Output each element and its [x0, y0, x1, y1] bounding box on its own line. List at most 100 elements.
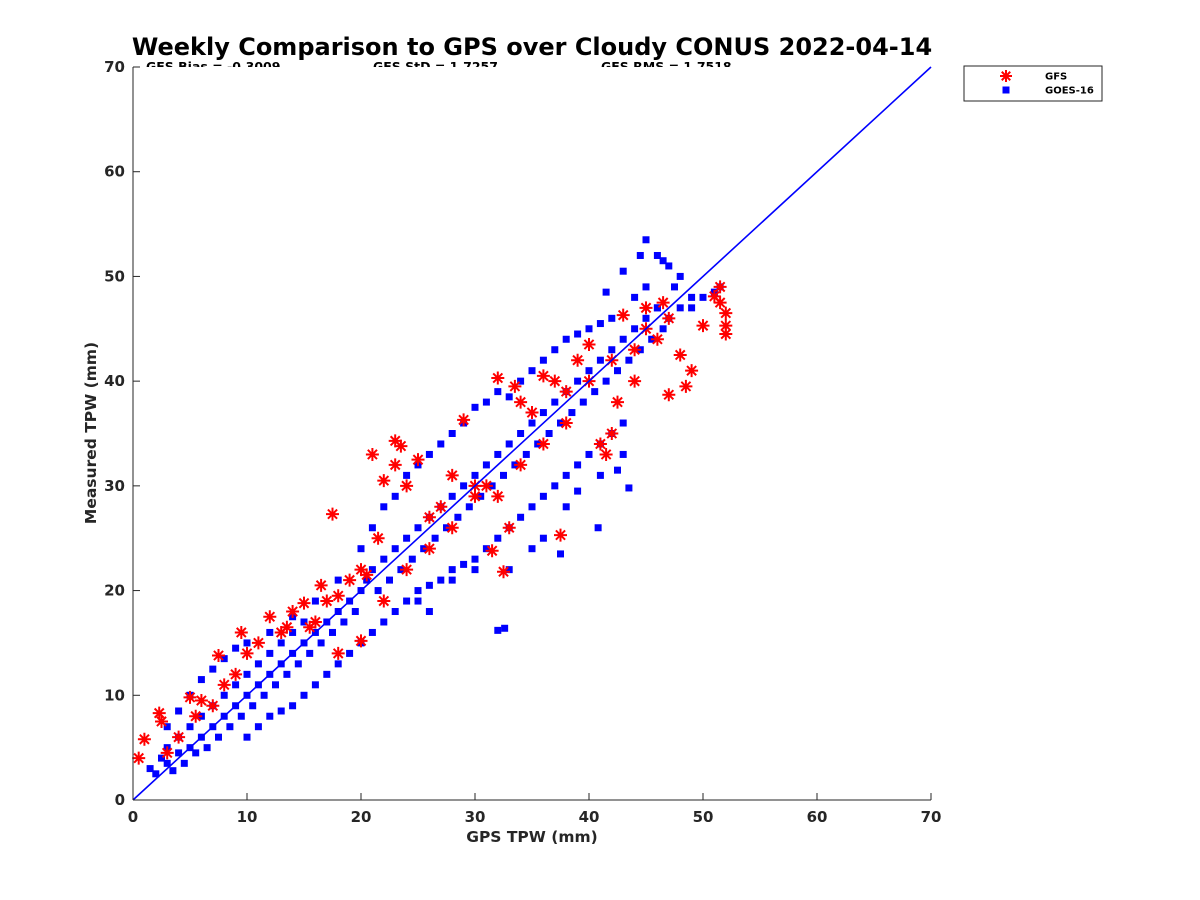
gfs-point — [719, 319, 733, 333]
gfs-point — [251, 636, 265, 650]
goes16-point — [539, 356, 547, 364]
goes16-point — [232, 681, 240, 689]
gfs-point — [713, 296, 727, 310]
gfs-point — [713, 280, 727, 294]
legend-gfs-marker — [1000, 70, 1012, 82]
x-tick-label: 40 — [579, 808, 600, 826]
goes16-point — [585, 450, 593, 458]
gfs-point — [206, 699, 220, 713]
gfs-point — [303, 620, 317, 634]
goes16-point — [574, 377, 582, 385]
goes16-point — [448, 492, 456, 500]
goes16-point — [505, 393, 513, 401]
gfs-point — [628, 343, 642, 357]
goes16-point — [391, 545, 399, 553]
goes16-point — [158, 754, 165, 762]
goes16-point — [482, 461, 490, 469]
gfs-point — [445, 521, 459, 535]
gfs-point — [719, 327, 733, 341]
goes16-point — [186, 723, 194, 731]
y-tick-label: 0 — [115, 791, 125, 809]
gfs-point — [331, 646, 345, 660]
gfs-point — [559, 416, 573, 430]
gfs-point — [320, 594, 334, 608]
goes16-point — [539, 409, 547, 417]
goes16-point — [311, 597, 319, 605]
goes16-point — [460, 560, 468, 568]
goes16-point — [551, 398, 559, 406]
x-tick-label: 10 — [237, 808, 258, 826]
goes16-point — [471, 403, 479, 411]
gfs-point — [497, 565, 510, 579]
goes16-point — [522, 450, 530, 458]
y-tick-label: 50 — [104, 267, 125, 285]
goes16-point — [437, 576, 445, 584]
gfs-point — [548, 374, 562, 388]
goes16-point — [579, 398, 587, 406]
goes16-point — [642, 314, 650, 322]
gfs-point — [457, 413, 471, 427]
goes16-point — [163, 723, 171, 731]
gfs-point — [422, 510, 436, 524]
goes16-point — [197, 676, 205, 684]
gfs-point — [525, 406, 539, 420]
goes16-point — [169, 767, 177, 775]
gfs-point — [582, 337, 596, 351]
y-axis-label: Measured TPW (mm) — [82, 342, 100, 524]
x-axis-label: GPS TPW (mm) — [466, 828, 598, 846]
goes16-point — [254, 723, 262, 731]
goes16-point — [688, 293, 696, 301]
goes16-point — [425, 450, 433, 458]
goes16-point — [619, 450, 627, 458]
goes16-point — [596, 356, 604, 364]
gfs-point — [326, 507, 339, 521]
gfs-point — [536, 437, 550, 451]
gfs-point — [536, 369, 550, 383]
gfs-point — [502, 521, 516, 535]
gfs-point — [685, 364, 699, 378]
x-tick-label: 60 — [807, 808, 828, 826]
goes16-point — [237, 712, 245, 720]
x-tick-label: 30 — [465, 808, 486, 826]
goes16-point — [192, 749, 200, 757]
goes16-point — [215, 733, 222, 741]
goes16-point — [551, 346, 559, 354]
goes16-point — [340, 618, 348, 626]
goes16-point — [243, 639, 251, 647]
goes16-point — [306, 649, 314, 657]
goes16-point — [642, 236, 650, 244]
gfs-point — [599, 447, 613, 461]
goes16-point — [180, 759, 188, 767]
goes16-point — [311, 681, 319, 689]
goes16-point — [608, 346, 616, 354]
goes16-point — [380, 555, 388, 563]
gfs-point — [559, 385, 573, 399]
gfs-point — [160, 746, 174, 760]
gfs-point — [234, 625, 248, 639]
goes16-point — [465, 503, 473, 511]
gfs-point — [485, 544, 499, 558]
legend: GFS GOES-16 — [963, 65, 1103, 102]
y-tick-label: 40 — [104, 372, 125, 390]
goes16-point — [414, 587, 422, 595]
goes16-point — [203, 744, 211, 752]
goes16-point — [574, 461, 582, 469]
goes16-point — [591, 388, 599, 396]
goes16-point — [368, 524, 376, 532]
goes16-point — [585, 367, 593, 375]
y-tick-label: 20 — [104, 582, 125, 600]
goes16-point — [494, 626, 502, 634]
goes16-point — [625, 484, 633, 492]
goes16-point — [254, 660, 262, 668]
goes16-point — [562, 335, 570, 343]
goes16-point — [568, 409, 576, 417]
goes16-point — [317, 639, 325, 647]
goes16-point — [437, 440, 445, 448]
goes16-point — [391, 608, 399, 616]
gfs-point — [491, 371, 505, 385]
goes16-point — [243, 670, 251, 678]
goes16-point — [380, 618, 388, 626]
gfs-point — [217, 678, 231, 692]
gfs-point — [343, 573, 357, 587]
gfs-point — [662, 388, 676, 402]
